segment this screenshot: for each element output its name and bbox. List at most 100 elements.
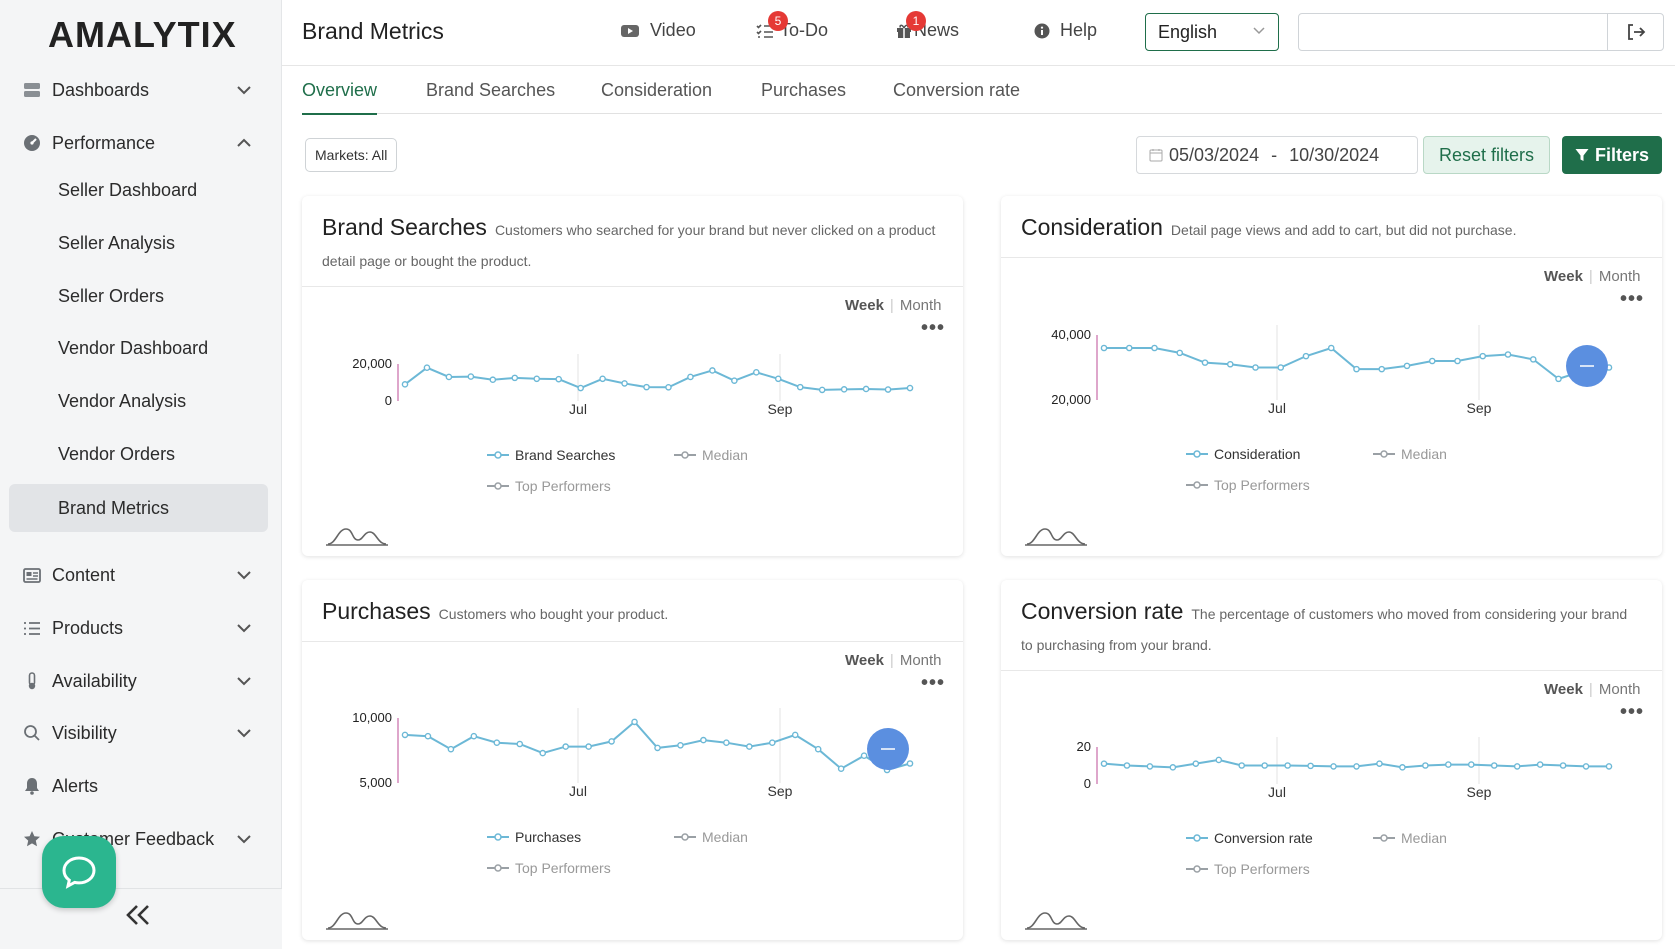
- data-point[interactable]: [814, 745, 822, 753]
- month-toggle[interactable]: Month: [1598, 681, 1641, 698]
- data-point[interactable]: [1100, 760, 1108, 767]
- data-point[interactable]: [818, 386, 826, 394]
- data-point[interactable]: [511, 374, 519, 382]
- data-point[interactable]: [445, 373, 453, 381]
- data-point[interactable]: [1479, 352, 1487, 360]
- sidebar-item-seller-analysis[interactable]: Seller Analysis: [58, 232, 176, 253]
- data-point[interactable]: [709, 367, 716, 374]
- distribution-icon[interactable]: [326, 910, 388, 932]
- data-point[interactable]: [621, 380, 628, 387]
- data-point[interactable]: [1201, 359, 1209, 366]
- sidebar-item-alerts[interactable]: Alerts: [0, 764, 282, 808]
- data-point[interactable]: [665, 384, 672, 391]
- reset-filters-button[interactable]: Reset filters: [1423, 136, 1550, 174]
- more-options-icon[interactable]: •••: [921, 317, 946, 339]
- legend-median[interactable]: Median: [674, 829, 748, 845]
- data-point[interactable]: [906, 760, 914, 767]
- legend-median[interactable]: Median: [674, 447, 748, 463]
- markets-filter[interactable]: Markets: All: [305, 138, 398, 172]
- sidebar-item-vendor-analysis[interactable]: Vendor Analysis: [58, 390, 187, 411]
- month-toggle[interactable]: Month: [899, 297, 942, 314]
- data-point[interactable]: [862, 385, 870, 393]
- more-options-icon[interactable]: •••: [1620, 288, 1645, 310]
- data-point[interactable]: [401, 731, 409, 739]
- data-point[interactable]: [884, 386, 892, 393]
- todo-link[interactable]: 5 To-Do: [756, 11, 828, 41]
- sidebar-item-performance[interactable]: Performance: [0, 121, 282, 165]
- data-point[interactable]: [1428, 357, 1436, 365]
- data-point[interactable]: [700, 736, 707, 744]
- legend-top-performers[interactable]: Top Performers: [1186, 861, 1310, 877]
- chat-support-button[interactable]: [42, 836, 116, 908]
- data-point[interactable]: [1327, 344, 1335, 352]
- video-link[interactable]: Video: [620, 20, 696, 41]
- data-point[interactable]: [533, 375, 541, 383]
- data-point[interactable]: [1490, 762, 1498, 769]
- tab-overview[interactable]: Overview: [302, 80, 378, 115]
- distribution-icon[interactable]: [1025, 910, 1087, 932]
- data-point[interactable]: [1125, 344, 1133, 352]
- data-point[interactable]: [774, 375, 782, 383]
- filters-button[interactable]: Filters: [1562, 136, 1662, 174]
- data-point[interactable]: [467, 373, 475, 380]
- distribution-icon[interactable]: [326, 526, 388, 548]
- data-point[interactable]: [539, 749, 547, 757]
- data-point[interactable]: [1605, 763, 1613, 770]
- data-point[interactable]: [1513, 763, 1521, 770]
- data-point[interactable]: [746, 743, 753, 750]
- data-point[interactable]: [1353, 365, 1360, 373]
- data-point[interactable]: [677, 741, 684, 749]
- tab-purchases[interactable]: Purchases: [761, 80, 847, 100]
- data-point[interactable]: [840, 386, 848, 393]
- more-options-icon[interactable]: •••: [921, 672, 946, 694]
- data-point[interactable]: [1192, 760, 1200, 767]
- data-point[interactable]: [643, 383, 650, 391]
- data-point[interactable]: [1176, 349, 1184, 357]
- distribution-icon[interactable]: [1025, 526, 1087, 548]
- sidebar-item-visibility[interactable]: Visibility: [0, 711, 282, 755]
- data-point[interactable]: [608, 738, 615, 745]
- data-point[interactable]: [654, 744, 661, 752]
- data-point[interactable]: [1146, 763, 1154, 770]
- data-point[interactable]: [1559, 762, 1567, 769]
- app-logo[interactable]: AMALYTIX: [48, 14, 237, 55]
- legend-series[interactable]: Purchases: [487, 829, 581, 845]
- data-point[interactable]: [1100, 344, 1108, 352]
- sidebar-item-content[interactable]: Content: [0, 553, 282, 597]
- data-point[interactable]: [1123, 762, 1131, 769]
- news-link[interactable]: 1 News: [896, 11, 959, 41]
- data-point[interactable]: [1403, 362, 1411, 370]
- language-select[interactable]: English: [1145, 13, 1279, 51]
- data-point[interactable]: [1529, 356, 1537, 363]
- sidebar-item-seller-orders[interactable]: Seller Orders: [58, 285, 165, 306]
- data-point[interactable]: [489, 376, 497, 384]
- data-point[interactable]: [1445, 761, 1452, 768]
- data-point[interactable]: [1261, 762, 1268, 769]
- week-toggle[interactable]: Week: [845, 297, 884, 314]
- data-point[interactable]: [423, 364, 431, 371]
- data-point[interactable]: [516, 740, 524, 748]
- data-point[interactable]: [731, 377, 738, 384]
- date-range-picker[interactable]: 05/03/2024 - 10/30/2024: [1136, 136, 1418, 174]
- data-point[interactable]: [1399, 764, 1406, 771]
- data-point[interactable]: [1169, 764, 1177, 771]
- data-point[interactable]: [585, 743, 592, 750]
- sidebar-item-dashboards[interactable]: Dashboards: [0, 68, 282, 112]
- data-point[interactable]: [1215, 756, 1223, 764]
- data-point[interactable]: [1467, 761, 1475, 768]
- legend-series[interactable]: Brand Searches: [487, 447, 615, 463]
- data-point[interactable]: [555, 375, 562, 383]
- sidebar-item-seller-dashboard[interactable]: Seller Dashboard: [58, 179, 198, 200]
- legend-median[interactable]: Median: [1373, 830, 1447, 846]
- week-toggle[interactable]: Week: [1544, 268, 1583, 285]
- data-point[interactable]: [631, 718, 638, 726]
- sidebar-item-vendor-dashboard[interactable]: Vendor Dashboard: [58, 337, 209, 358]
- data-point[interactable]: [768, 739, 776, 746]
- data-point[interactable]: [1226, 360, 1234, 368]
- data-point[interactable]: [1422, 762, 1429, 769]
- tab-brand-searches[interactable]: Brand Searches: [426, 80, 556, 100]
- legend-top-performers[interactable]: Top Performers: [487, 478, 611, 494]
- week-toggle[interactable]: Week: [845, 652, 884, 669]
- chart-action-button[interactable]: [867, 728, 909, 770]
- data-point[interactable]: [1555, 375, 1562, 383]
